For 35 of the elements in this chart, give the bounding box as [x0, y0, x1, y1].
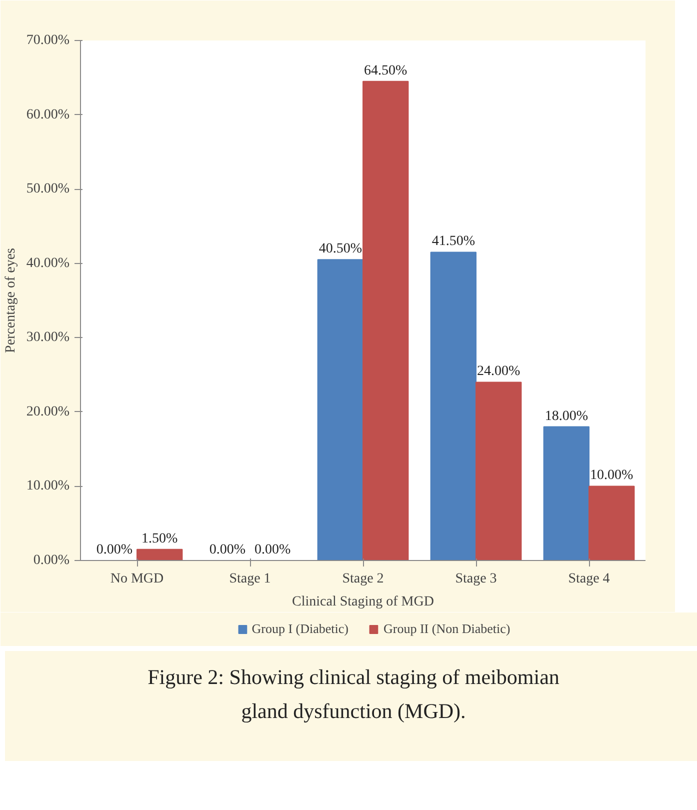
- x-tick-label: Stage 3: [455, 572, 497, 586]
- data-label: 24.00%: [477, 364, 521, 380]
- data-label: 18.00%: [544, 408, 588, 424]
- data-label: 64.50%: [364, 63, 408, 78]
- caption: Figure 2: Showing clinical staging of meibomian gland dysfunction (MGD).: [148, 664, 560, 725]
- bar: [136, 548, 183, 560]
- legend-label: Group I (Diabetic): [252, 621, 349, 637]
- bar: [317, 259, 364, 560]
- x-axis-title: Clinical Staging of MGD: [292, 594, 434, 610]
- data-label: 0.00%: [254, 542, 292, 558]
- data-label: 0.00%: [96, 542, 133, 558]
- data-label: 10.00%: [590, 468, 634, 484]
- x-tick-label: Stage 1: [229, 572, 271, 586]
- y-tick-label: 40.00%: [26, 256, 70, 271]
- y-axis-title: Percentage of eyes: [3, 248, 18, 353]
- legend-label: Group II (Non Diabetic): [384, 621, 510, 637]
- y-tick-label: 30.00%: [26, 330, 70, 346]
- y-tick-label: 60.00%: [26, 107, 70, 122]
- bar: [588, 486, 635, 560]
- y-tick-label: 70.00%: [26, 33, 70, 48]
- data-label: 1.50%: [142, 531, 178, 546]
- x-tick-label: Stage 4: [568, 572, 610, 586]
- x-tick-label: No MGD: [110, 572, 164, 586]
- bar: [476, 382, 522, 560]
- data-label: 40.50%: [318, 242, 362, 257]
- data-label: 0.00%: [209, 542, 246, 558]
- x-tick-label: Stage 2: [342, 572, 384, 586]
- data-label: 41.50%: [432, 234, 476, 250]
- y-tick-label: 20.00%: [26, 404, 70, 420]
- y-tick-label: 0.00%: [33, 553, 70, 568]
- bar: [362, 80, 409, 560]
- bar: [543, 426, 590, 560]
- bar: [430, 252, 476, 560]
- y-tick-label: 50.00%: [26, 182, 70, 197]
- y-tick-label: 10.00%: [26, 478, 70, 494]
